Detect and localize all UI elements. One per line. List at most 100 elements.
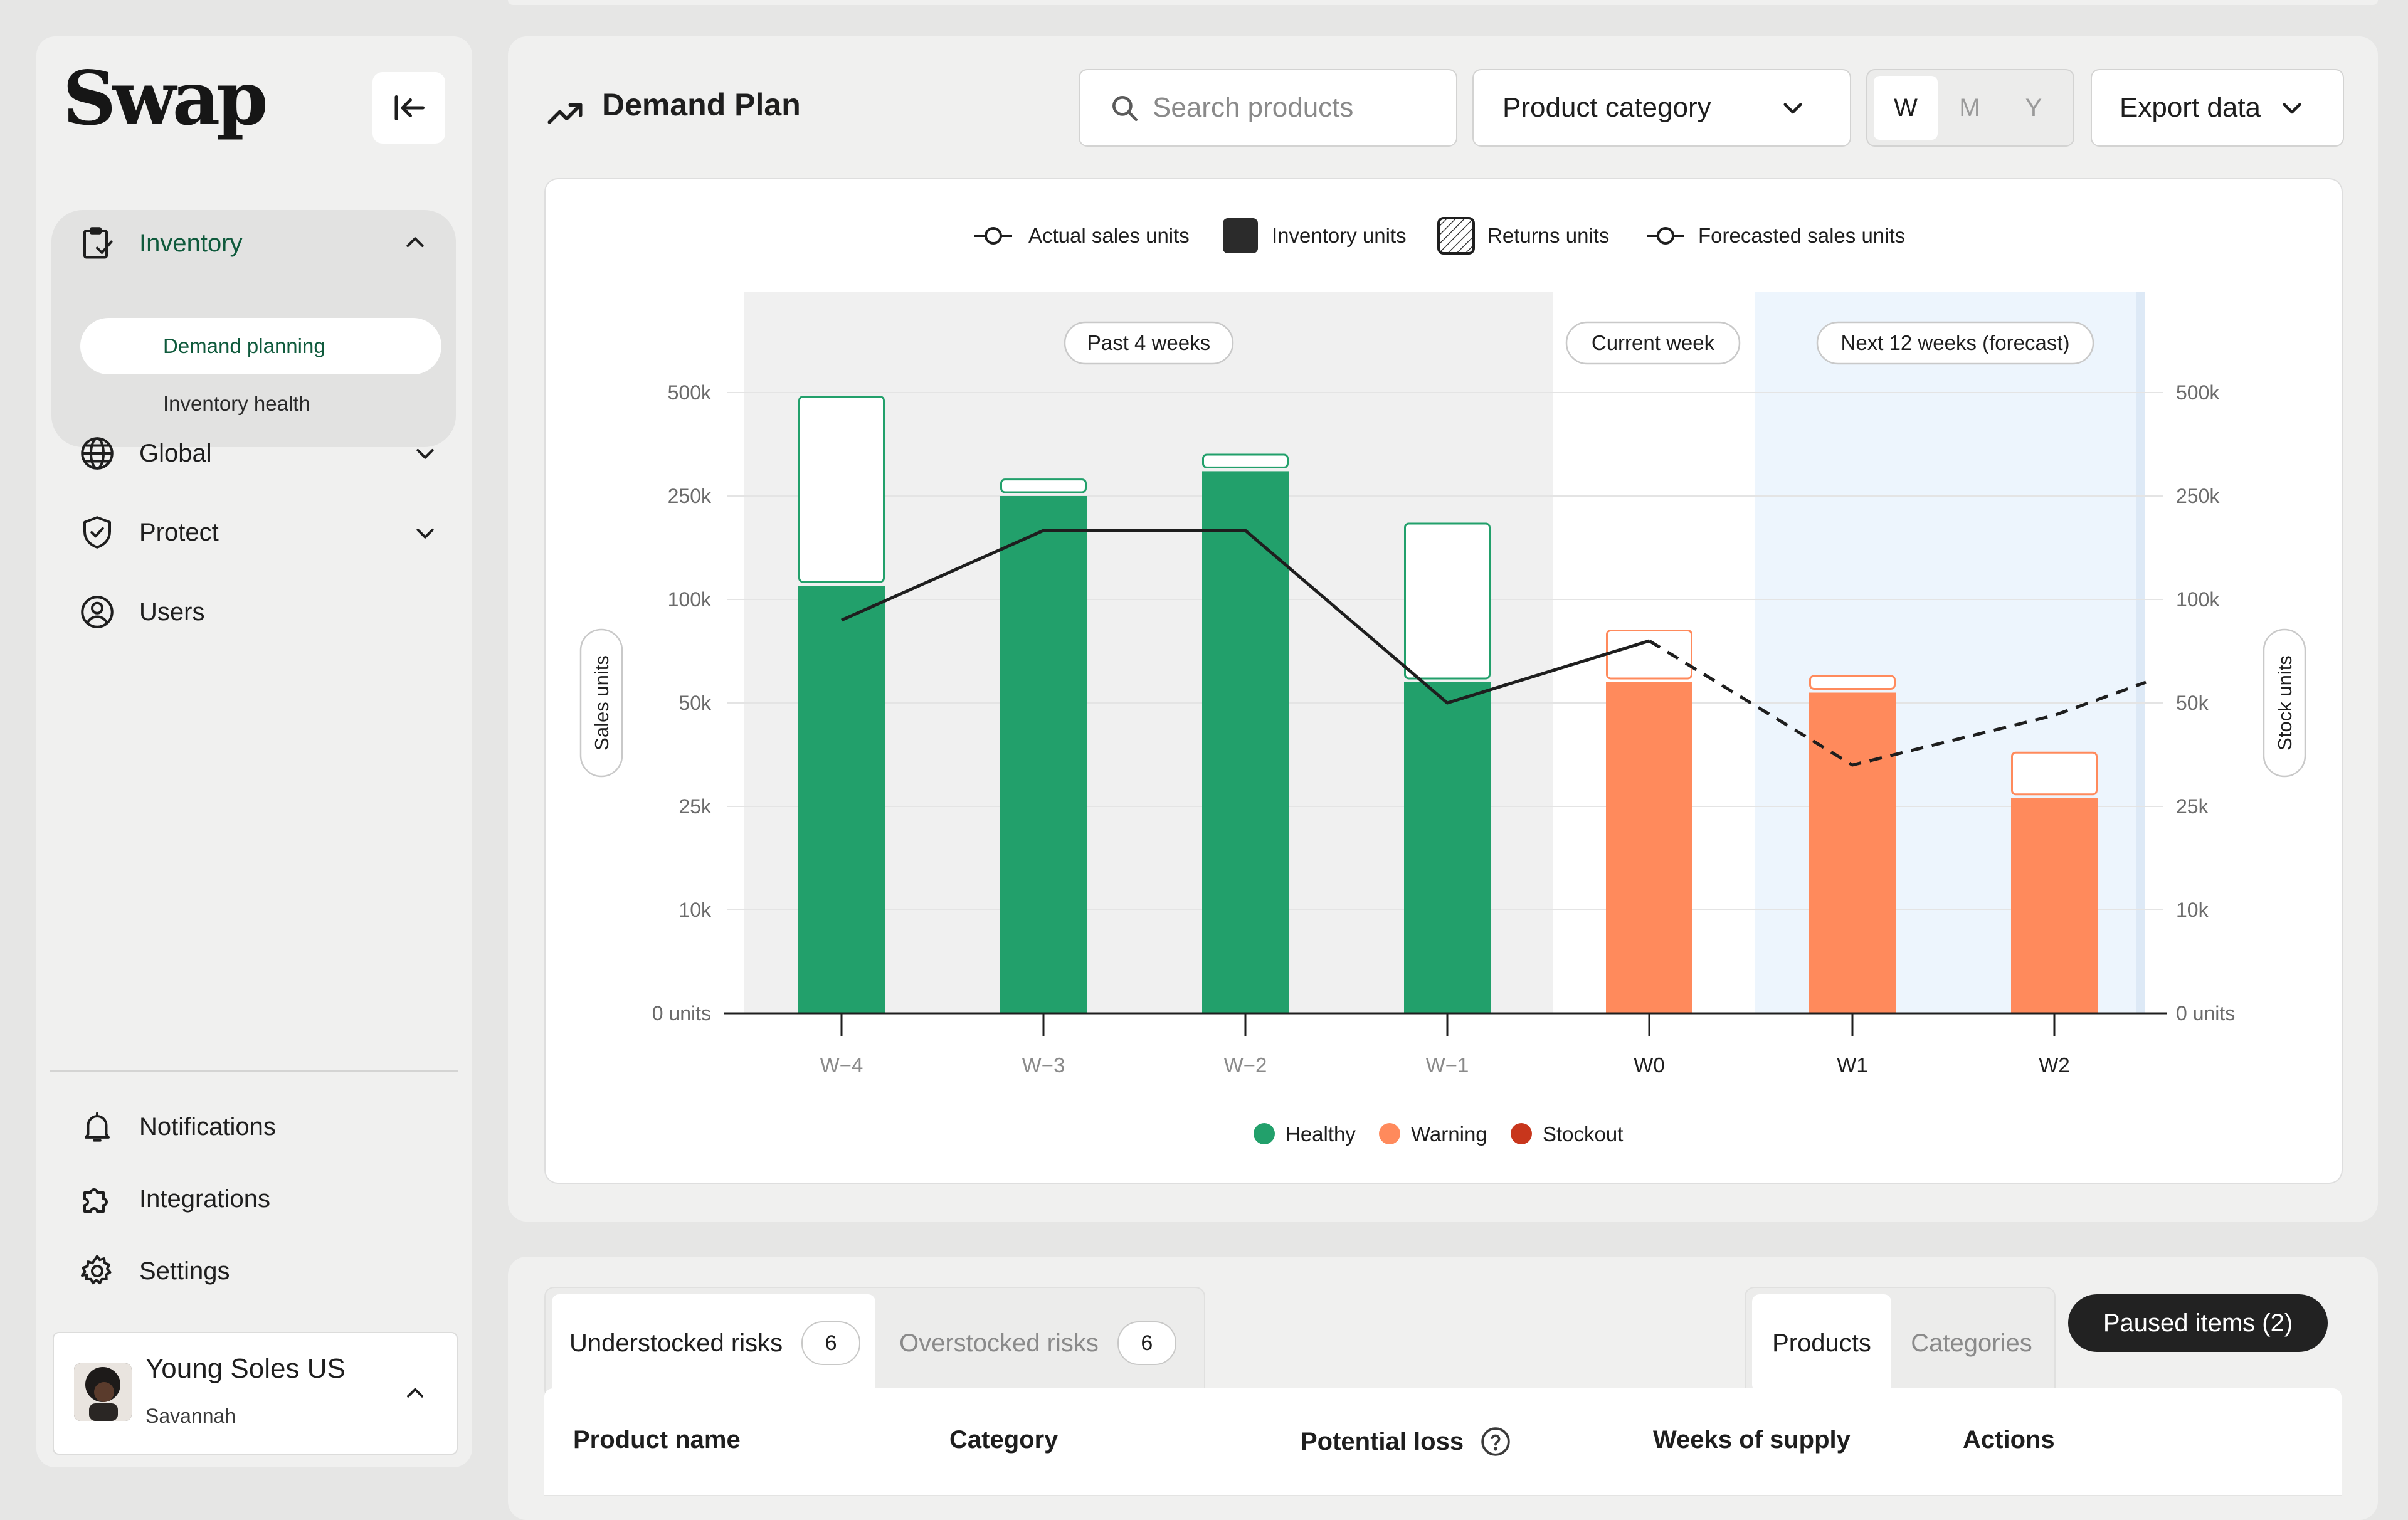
inventory-bar[interactable] [2011,798,2098,1013]
nav-item-users[interactable]: Users [78,593,204,631]
inventory-bar[interactable] [1202,471,1289,1013]
account-org-name: Young Soles US [145,1353,346,1384]
nav-label: Users [139,598,205,626]
count-badge: 6 [1117,1321,1176,1365]
returns-bar[interactable] [1809,675,1896,690]
chart-legend-top: Actual sales units Inventory units Retur… [974,217,1905,255]
inventory-bar[interactable] [1000,496,1087,1013]
chart-legend-bottom: Healthy Warning Stockout [1254,1122,1623,1146]
nav-label: Notifications [139,1112,276,1141]
product-category-select[interactable]: Product category [1472,69,1851,147]
chevron-up-icon[interactable] [403,1381,428,1406]
y-tick-label-left: 25k [679,795,712,818]
chevron-up-icon[interactable] [403,230,428,255]
app-logo: Swap [63,55,268,142]
returns-bar[interactable] [1202,453,1289,468]
tab-label: Understocked risks [569,1329,783,1357]
legend-returns[interactable]: Returns units [1437,217,1609,255]
nav-item-settings[interactable]: Settings [78,1252,230,1290]
period-option-week[interactable]: W [1874,76,1938,140]
chevron-down-icon [1783,103,1802,114]
nav-item-global[interactable]: Global [78,434,212,473]
returns-bar[interactable] [1606,630,1692,680]
x-tick-label: W−4 [820,1053,863,1077]
legend-label: Actual sales units [1028,224,1190,247]
y-tick-label-left: 100k [668,588,712,611]
legend-inventory[interactable]: Inventory units [1223,218,1407,253]
legend-stockout[interactable]: Stockout [1511,1122,1623,1146]
y-tick-label-right: 10k [2176,899,2209,921]
demand-chart: 0 units 0 units 10k 10k 25k 25k 50k 50k 100k 100k… [579,217,2306,1146]
view-tabs: Products Categories [1745,1287,2056,1400]
legend-forecasted-sales[interactable]: Forecasted sales units [1647,224,1905,247]
x-tick-label: W1 [1837,1053,1868,1077]
search-input[interactable]: Search products [1079,69,1457,147]
paused-items-button[interactable]: Paused items (2) [2068,1294,2328,1352]
y-tick-label-left: 10k [679,899,712,921]
export-data-button[interactable]: Export data [2091,69,2344,147]
column-header-weeks-of-supply[interactable]: Weeks of supply [1653,1426,1851,1454]
x-tick-label: W−2 [1224,1053,1267,1077]
y-tick-label-right: 500k [2176,381,2220,404]
user-circle-icon [78,593,117,631]
forecast-region-edge [2136,292,2145,1013]
column-header-category[interactable]: Category [949,1426,1059,1454]
demand-chart-card: 0 units 0 units 10k 10k 25k 25k 50k 50k 100k 100k… [544,178,2343,1184]
tab-products[interactable]: Products [1752,1294,1891,1392]
nav-label: Settings [139,1257,230,1285]
inventory-bar[interactable] [1404,682,1491,1013]
inventory-nav-group: Inventory Demand planning Inventory heal… [51,210,456,447]
legend-actual-sales[interactable]: Actual sales units [974,224,1190,247]
legend-label: Warning [1411,1122,1487,1146]
sub-item-inventory-health[interactable]: Inventory health [163,392,310,415]
account-user-name: Savannah [145,1405,236,1427]
legend-label: Healthy [1286,1122,1356,1146]
legend-healthy[interactable]: Healthy [1254,1122,1356,1146]
nav-item-notifications[interactable]: Notifications [78,1107,276,1146]
tab-understocked[interactable]: Understocked risks 6 [552,1294,875,1392]
period-option-month[interactable]: M [1959,93,1980,122]
globe-icon [78,434,117,473]
help-icon[interactable] [1480,1426,1511,1457]
demand-plan-panel: Demand Plan Search products Product cate… [508,36,2378,1222]
tab-label: Overstocked risks [899,1329,1099,1357]
tab-overstocked[interactable]: Overstocked risks 6 [882,1294,1200,1392]
y-tick-label-right: 50k [2176,692,2209,714]
y-tick-label-right: 100k [2176,588,2220,611]
inventory-bar[interactable] [1606,682,1692,1013]
period-option-year[interactable]: Y [2025,93,2042,122]
chevron-down-icon[interactable] [413,441,438,466]
sub-item-demand-planning[interactable]: Demand planning [163,334,325,357]
inventory-bar[interactable] [1809,692,1896,1014]
x-tick-label: W−3 [1022,1053,1065,1077]
collapse-left-icon [394,95,425,120]
inventory-bar[interactable] [798,586,885,1013]
period-label-forecast: Next 12 weeks (forecast) [1841,331,2070,354]
returns-bar[interactable] [798,396,885,583]
tab-categories[interactable]: Categories [1911,1329,2032,1357]
risks-table-header: Product name Category Potential loss Wee… [544,1388,2342,1496]
chevron-down-icon [2283,103,2301,114]
nav-item-integrations[interactable]: Integrations [78,1180,270,1218]
returns-bar[interactable] [2011,751,2098,796]
y-tick-label-right: 25k [2176,795,2209,818]
column-header-potential-loss[interactable]: Potential loss [1301,1426,1511,1457]
search-icon [1112,96,1138,122]
nav-item-protect[interactable]: Protect [78,513,219,552]
returns-bar[interactable] [1404,522,1491,680]
returns-bar[interactable] [1000,478,1087,493]
y-tick-label-right: 250k [2176,485,2220,507]
gear-icon [78,1252,117,1290]
account-switcher[interactable]: Young Soles US Savannah [53,1332,458,1455]
nav-item-inventory[interactable]: Inventory [78,224,243,263]
collapse-sidebar-button[interactable] [372,72,445,144]
sidebar-divider [50,1070,458,1072]
legend-label: Stockout [1543,1122,1623,1146]
panel-edge [508,0,2378,5]
sidebar: Swap Inventory Demand planning Inventory… [36,36,472,1467]
chevron-down-icon[interactable] [413,520,438,546]
risks-panel: Understocked risks 6 Overstocked risks 6… [508,1257,2378,1520]
legend-warning[interactable]: Warning [1379,1122,1487,1146]
column-header-product-name[interactable]: Product name [573,1426,741,1454]
bell-icon [78,1107,117,1146]
